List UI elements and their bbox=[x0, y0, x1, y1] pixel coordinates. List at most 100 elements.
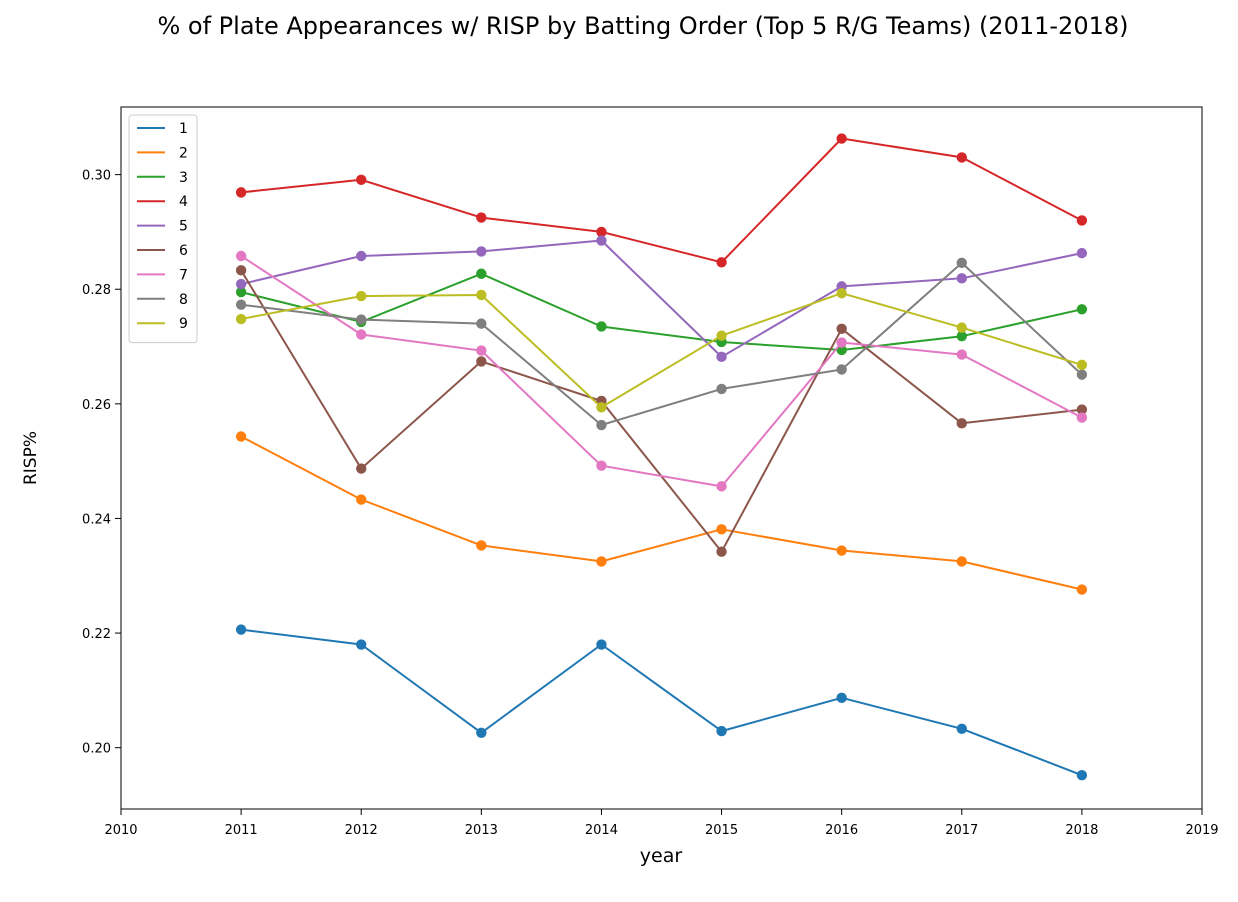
data-point-1 bbox=[836, 692, 847, 704]
data-point-1 bbox=[235, 624, 247, 635]
series-2 bbox=[235, 431, 1088, 595]
x-tick-label: 2019 bbox=[1185, 823, 1218, 838]
legend-label-3: 3 bbox=[179, 170, 188, 186]
data-point-4 bbox=[596, 226, 607, 238]
data-point-5 bbox=[476, 246, 487, 257]
data-point-6 bbox=[836, 323, 847, 334]
y-tick-label: 0.20 bbox=[82, 742, 111, 757]
data-point-8 bbox=[956, 257, 967, 269]
data-point-7 bbox=[476, 345, 487, 356]
data-point-8 bbox=[235, 299, 247, 310]
data-point-9 bbox=[235, 313, 247, 325]
legend-label-2: 2 bbox=[179, 145, 188, 161]
data-point-4 bbox=[235, 187, 247, 198]
y-tick-label: 0.26 bbox=[82, 398, 111, 413]
data-point-1 bbox=[476, 727, 487, 738]
x-tick-label: 2016 bbox=[825, 823, 858, 838]
y-axis-label: RISP% bbox=[21, 431, 41, 485]
series-line-2 bbox=[240, 435, 1083, 591]
series-4 bbox=[235, 133, 1088, 268]
data-point-7 bbox=[956, 349, 967, 360]
data-point-5 bbox=[596, 235, 607, 246]
legend: 1 2 3 4 5 6 7 8 9 bbox=[128, 114, 198, 344]
data-point-9 bbox=[716, 330, 727, 341]
x-axis-label: year bbox=[640, 845, 683, 867]
legend-label-7: 7 bbox=[179, 267, 188, 283]
data-point-7 bbox=[356, 329, 367, 340]
data-point-7 bbox=[716, 481, 727, 492]
data-point-2 bbox=[716, 524, 727, 535]
data-point-2 bbox=[596, 556, 607, 567]
chart-title: % of Plate Appearances w/ RISP by Battin… bbox=[157, 12, 1128, 40]
data-point-6 bbox=[235, 265, 247, 276]
data-point-8 bbox=[356, 314, 367, 325]
data-point-1 bbox=[596, 639, 607, 650]
y-tick-label: 0.28 bbox=[82, 283, 111, 298]
plot-frame bbox=[120, 106, 1203, 810]
plot-area bbox=[121, 107, 1202, 809]
data-point-4 bbox=[716, 257, 727, 268]
data-point-6 bbox=[956, 418, 967, 429]
data-point-3 bbox=[596, 321, 607, 332]
data-point-7 bbox=[1076, 412, 1088, 423]
data-point-8 bbox=[1076, 369, 1088, 380]
data-point-4 bbox=[836, 133, 847, 144]
data-point-3 bbox=[235, 286, 247, 298]
series-line-7 bbox=[240, 255, 1083, 488]
series-line-3 bbox=[240, 272, 1083, 351]
data-point-7 bbox=[596, 460, 607, 471]
legend-box bbox=[128, 114, 198, 344]
y-tick-label: 0.22 bbox=[82, 627, 111, 642]
data-point-2 bbox=[476, 540, 487, 551]
data-point-5 bbox=[235, 278, 247, 290]
data-point-9 bbox=[476, 289, 487, 301]
data-point-2 bbox=[235, 431, 247, 442]
data-point-6 bbox=[1076, 404, 1088, 415]
data-point-8 bbox=[716, 383, 727, 395]
legend-label-4: 4 bbox=[179, 194, 188, 210]
data-point-2 bbox=[356, 494, 367, 505]
x-tick-label: 2014 bbox=[585, 823, 618, 838]
series-line-8 bbox=[240, 261, 1083, 426]
data-point-4 bbox=[356, 174, 367, 185]
x-tick-label: 2011 bbox=[225, 823, 258, 838]
data-point-5 bbox=[956, 273, 967, 284]
data-point-6 bbox=[356, 463, 367, 474]
x-tick-label: 2015 bbox=[705, 823, 738, 838]
data-point-7 bbox=[235, 250, 247, 262]
data-point-6 bbox=[716, 546, 727, 557]
data-point-7 bbox=[836, 337, 847, 348]
data-point-5 bbox=[1076, 247, 1088, 259]
legend-label-6: 6 bbox=[179, 243, 188, 259]
data-point-4 bbox=[1076, 215, 1088, 226]
series-3 bbox=[235, 268, 1088, 356]
data-point-3 bbox=[476, 268, 487, 279]
data-point-2 bbox=[956, 556, 967, 567]
y-axis-label-wrap: RISP% bbox=[21, 431, 41, 485]
data-point-9 bbox=[1076, 359, 1088, 371]
legend-label-9: 9 bbox=[179, 316, 188, 332]
data-point-1 bbox=[956, 723, 967, 734]
series-8 bbox=[235, 257, 1088, 431]
data-point-9 bbox=[596, 402, 607, 413]
x-tick-label: 2017 bbox=[945, 823, 978, 838]
x-tick-label: 2010 bbox=[104, 823, 137, 838]
data-point-4 bbox=[956, 152, 967, 163]
series-9 bbox=[235, 288, 1088, 413]
data-point-5 bbox=[716, 351, 727, 363]
data-point-9 bbox=[356, 290, 367, 302]
legend-label-1: 1 bbox=[179, 121, 188, 137]
series-1 bbox=[235, 624, 1088, 781]
series-layer bbox=[235, 133, 1088, 781]
data-point-8 bbox=[476, 318, 487, 329]
data-point-1 bbox=[356, 639, 367, 650]
ticks-layer: 2010 2011 2012 2013 2014 2015 2016 2017 2018 2019… bbox=[82, 169, 1219, 838]
legend-label-8: 8 bbox=[179, 292, 188, 308]
data-point-9 bbox=[836, 288, 847, 299]
data-point-2 bbox=[836, 545, 847, 556]
data-point-8 bbox=[836, 364, 847, 375]
y-tick-label: 0.24 bbox=[82, 512, 111, 527]
data-point-3 bbox=[836, 344, 847, 356]
